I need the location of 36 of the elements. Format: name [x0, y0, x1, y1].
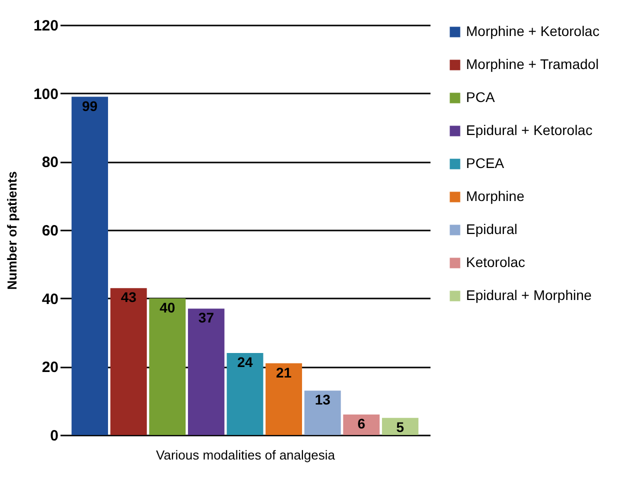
data-label: 40: [160, 299, 176, 316]
x-axis-title: Various modalities of analgesia: [156, 448, 336, 462]
legend-label: Morphine + Ketorolac: [466, 23, 600, 39]
legend-label: PCEA: [466, 155, 505, 171]
data-label: 43: [120, 289, 137, 306]
bar: [382, 418, 418, 435]
legend-label: Ketorolac: [466, 254, 526, 270]
bar: [266, 363, 302, 435]
bar: [72, 96, 108, 435]
y-tick-label: 0: [50, 428, 58, 444]
data-label: 99: [82, 98, 98, 114]
data-label: 37: [198, 310, 214, 326]
y-tick-label: 100: [33, 86, 58, 103]
bar: [304, 390, 341, 435]
legend-label: Morphine + Tramadol: [466, 56, 599, 72]
bar: [343, 414, 380, 435]
bar: [149, 298, 186, 435]
data-label: 13: [314, 392, 331, 408]
legend-label: PCA: [466, 89, 496, 105]
y-tick-label: 120: [33, 18, 58, 34]
legend-label: Epidural + Morphine: [466, 287, 592, 303]
bar: [226, 353, 264, 435]
legend-label: Epidural: [466, 221, 518, 237]
y-tick-label: 20: [42, 359, 58, 376]
legend-label: Epidural + Ketorolac: [466, 122, 592, 138]
bar: [110, 288, 147, 435]
data-label: 21: [276, 364, 292, 380]
y-tick-label: 40: [42, 290, 58, 308]
bar: [188, 308, 224, 435]
y-tick-label: 60: [42, 222, 58, 240]
data-label: 5: [396, 418, 404, 435]
legend-label: Morphine: [466, 188, 525, 204]
y-tick-label: 80: [42, 154, 58, 172]
data-label: 24: [237, 354, 253, 370]
data-label: 6: [358, 416, 366, 432]
y-axis-title: Number of patients: [4, 171, 20, 290]
